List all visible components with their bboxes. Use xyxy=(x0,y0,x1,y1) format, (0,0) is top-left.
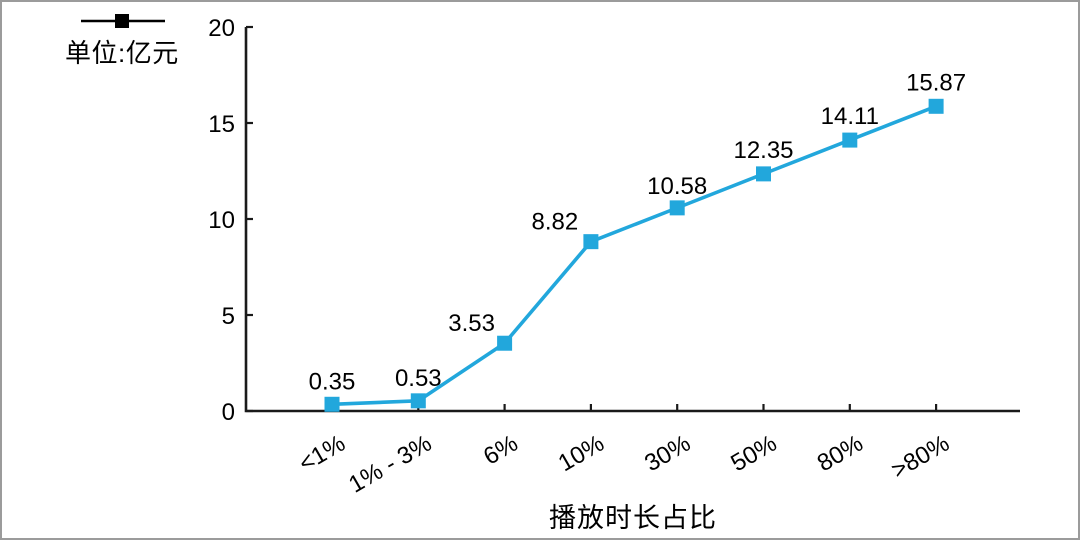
data-point-label: 14.11 xyxy=(821,103,879,130)
data-point-marker xyxy=(669,200,685,216)
data-point-label: 12.35 xyxy=(733,137,793,164)
legend-line-marker-icon xyxy=(81,14,165,28)
data-point-label: 0.35 xyxy=(309,368,356,395)
x-tick-label: 80% xyxy=(813,430,868,477)
legend-label: 单位:亿元 xyxy=(65,38,179,68)
y-tick-label: 15 xyxy=(208,111,235,138)
data-point-marker xyxy=(324,396,340,412)
y-tick-label: 10 xyxy=(208,207,235,234)
data-point-label: 0.53 xyxy=(395,365,442,392)
axis-lines xyxy=(244,27,1020,413)
x-tick-label: <1% xyxy=(294,430,350,478)
data-point-label: 15.87 xyxy=(906,69,966,96)
x-tick-label: 30% xyxy=(640,430,695,477)
data-point-label: 3.53 xyxy=(448,310,495,337)
data-point-label: 10.58 xyxy=(647,173,707,200)
data-point-marker xyxy=(410,393,426,409)
data-point-marker xyxy=(928,98,944,114)
x-tick-label: 1% - 3% xyxy=(344,430,436,499)
x-tick-label: 50% xyxy=(726,430,781,477)
x-axis-title: 播放时长占比 xyxy=(549,503,717,533)
data-point-marker xyxy=(497,335,513,351)
series-line xyxy=(331,104,937,407)
data-point-marker xyxy=(756,166,771,182)
legend-square-marker xyxy=(115,14,129,28)
y-tick-label: 0 xyxy=(222,399,235,426)
y-tick-label: 5 xyxy=(222,303,235,330)
y-tick-label: 20 xyxy=(208,15,235,42)
data-point-marker xyxy=(842,132,858,148)
data-point-marker xyxy=(583,234,599,250)
data-point-label: 8.82 xyxy=(532,209,579,236)
chart-legend: 单位:亿元 xyxy=(65,13,179,70)
x-tick-label: 6% xyxy=(479,430,523,471)
x-tick-label: >80% xyxy=(887,430,954,484)
x-tick-label: 10% xyxy=(554,430,609,477)
